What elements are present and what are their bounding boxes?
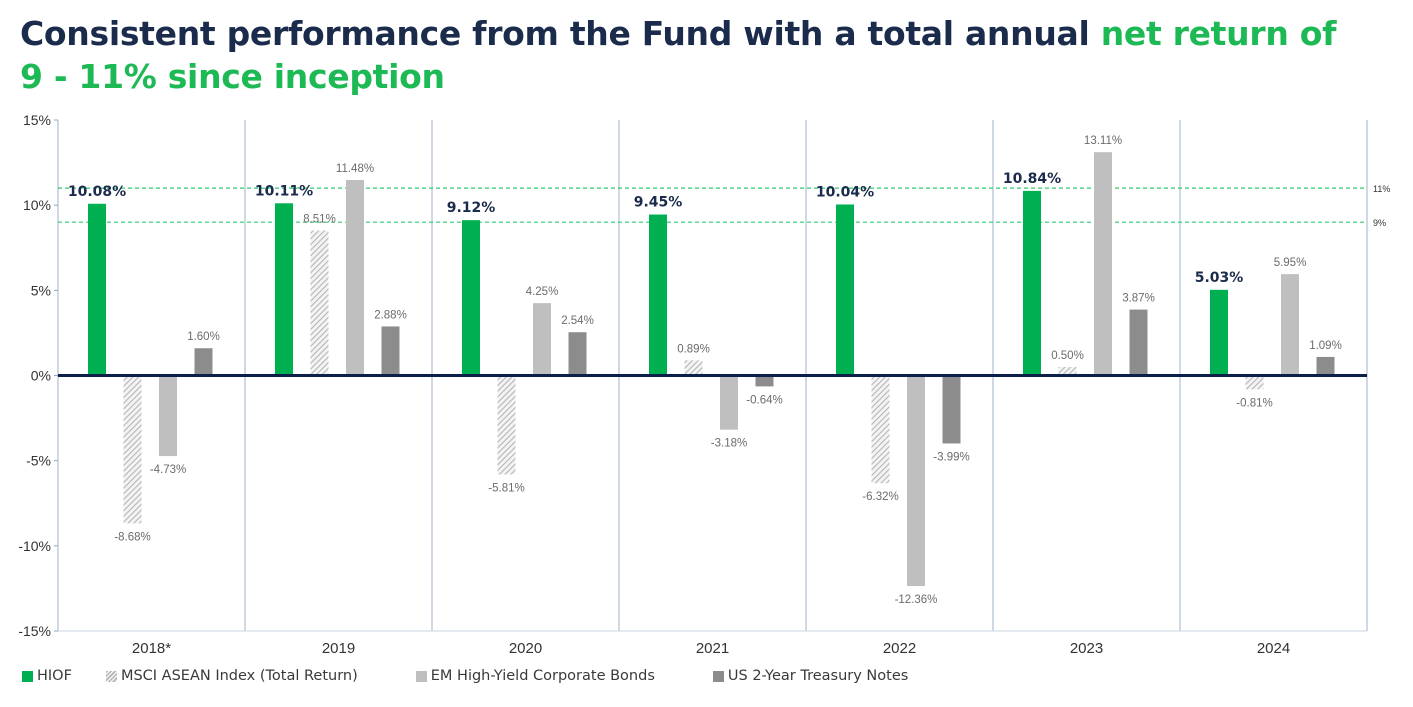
bar-3-2024 [1316, 356, 1335, 376]
bar-3-2021 [755, 375, 774, 387]
x-category-label: 2024 [1257, 640, 1290, 657]
data-label: 10.11% [255, 183, 313, 199]
data-label: -12.36% [895, 594, 938, 606]
bar-2-2024 [1281, 274, 1299, 376]
legend-swatch [22, 670, 33, 682]
bar-1-2020 [497, 375, 516, 475]
title-highlight: net return of [1100, 14, 1337, 53]
data-label: 10.08% [68, 184, 126, 200]
bar-3-2019 [381, 326, 400, 376]
title-part1: Consistent performance from the Fund wit… [20, 14, 1101, 53]
data-label: 9.45% [634, 195, 683, 211]
legend-swatch [415, 670, 427, 682]
bar-1-2021 [684, 360, 703, 376]
y-tick-label: -10% [18, 538, 51, 554]
bar-0-2024 [1210, 289, 1228, 376]
y-tick-label: 15% [23, 112, 51, 128]
data-label: -0.81% [1236, 397, 1272, 409]
x-category-label: 2021 [696, 640, 729, 657]
bar-2-2020 [533, 303, 551, 376]
bar-2-2019 [346, 179, 364, 376]
data-label: 5.03% [1195, 270, 1244, 286]
bar-0-2020 [462, 220, 480, 376]
y-tick-label: 0% [31, 368, 51, 384]
bar-1-2022 [871, 375, 890, 484]
reference-line-label: 11% [1373, 184, 1390, 194]
legend-item: US 2-Year Treasury Notes [712, 668, 909, 684]
bar-2-2022 [907, 375, 925, 587]
data-label: 2.88% [374, 309, 407, 321]
data-label: 5.95% [1274, 257, 1307, 269]
data-label: 8.51% [303, 214, 336, 226]
data-label: 9.12% [447, 200, 496, 216]
bar-2-2021 [720, 375, 738, 430]
bar-1-2023 [1058, 366, 1077, 376]
bar-3-2018 [194, 348, 213, 376]
data-label: 0.50% [1051, 350, 1084, 362]
chart-title: Consistent performance from the Fund wit… [20, 12, 1336, 98]
bar-3-2023 [1129, 309, 1148, 376]
bar-2-2018 [159, 375, 177, 457]
x-category-label: 2018* [132, 640, 171, 657]
reference-line-label: 9% [1373, 218, 1386, 228]
data-label: 0.89% [677, 343, 710, 355]
bar-1-2019 [310, 230, 329, 376]
y-tick-label: -5% [26, 453, 51, 469]
x-category-label: 2020 [509, 640, 542, 657]
bar-0-2019 [275, 203, 293, 376]
data-label: 2.54% [561, 315, 594, 327]
bar-0-2018 [88, 203, 106, 376]
legend-label: EM High-Yield Corporate Bonds [430, 668, 655, 684]
data-label: 1.60% [187, 331, 220, 343]
bar-3-2020 [568, 332, 587, 376]
chart-legend: HIOF MSCI ASEAN Index (Total Return) EM Hi… [22, 668, 966, 684]
legend-label: US 2-Year Treasury Notes [727, 668, 909, 684]
data-label: 4.25% [526, 286, 559, 298]
data-label: -5.81% [488, 482, 524, 494]
bar-0-2023 [1023, 190, 1041, 376]
x-category-label: 2022 [883, 640, 916, 657]
bar-2-2023 [1094, 152, 1112, 376]
legend-item: EM High-Yield Corporate Bonds [415, 668, 655, 684]
data-label: 13.11% [1084, 135, 1122, 147]
data-label: -6.32% [862, 491, 898, 503]
y-tick-label: 10% [23, 197, 51, 213]
data-label: -3.99% [933, 451, 969, 463]
data-label: 11.48% [336, 163, 374, 175]
data-label: -4.73% [150, 464, 186, 476]
data-label: -8.68% [114, 531, 150, 543]
legend-label: HIOF [37, 668, 72, 684]
y-tick-label: 5% [31, 282, 51, 298]
legend-label: MSCI ASEAN Index (Total Return) [120, 668, 358, 684]
bar-0-2022 [836, 204, 854, 376]
legend-item: HIOF [22, 668, 72, 684]
bar-1-2018 [123, 375, 142, 524]
data-label: 10.04% [816, 184, 874, 200]
legend-item: MSCI ASEAN Index (Total Return) [105, 668, 358, 684]
data-label: 10.84% [1003, 171, 1061, 187]
title-line2: 9 - 11% since inception [20, 57, 445, 96]
x-category-label: 2019 [322, 640, 355, 657]
data-label: 1.09% [1309, 340, 1342, 352]
bar-1-2024 [1245, 375, 1264, 390]
legend-swatch [105, 670, 117, 682]
data-label: -0.64% [746, 394, 782, 406]
legend-swatch [712, 670, 724, 682]
bar-3-2022 [942, 375, 961, 444]
bar-0-2021 [649, 214, 667, 376]
data-label: 3.87% [1122, 293, 1155, 305]
data-label: -3.18% [711, 438, 747, 450]
y-tick-label: -15% [18, 623, 51, 639]
x-category-label: 2023 [1070, 640, 1103, 657]
